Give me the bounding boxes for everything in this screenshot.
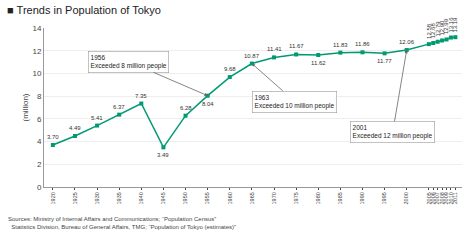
svg-text:1925: 1925: [72, 192, 78, 204]
svg-text:11.62: 11.62: [311, 60, 326, 66]
svg-text:(million): (million): [21, 93, 30, 121]
svg-text:12.90: 12.90: [439, 20, 445, 36]
svg-text:12: 12: [32, 47, 41, 56]
svg-text:7.35: 7.35: [135, 93, 147, 99]
svg-text:11.86: 11.86: [355, 41, 370, 47]
svg-text:6.28: 6.28: [180, 105, 192, 111]
svg-text:1963Exceeded 10 million people: 1963Exceeded 10 million people: [255, 94, 335, 110]
svg-text:4.49: 4.49: [69, 125, 81, 131]
svg-text:12.58: 12.58: [426, 23, 432, 39]
svg-text:1955: 1955: [204, 192, 210, 204]
svg-text:12.79: 12.79: [435, 21, 441, 37]
svg-text:4: 4: [37, 137, 42, 146]
svg-text:1975: 1975: [293, 192, 299, 204]
svg-text:1970: 1970: [271, 192, 277, 204]
svg-text:11.77: 11.77: [377, 58, 392, 64]
svg-text:2008: 2008: [439, 192, 445, 204]
svg-text:12.68: 12.68: [430, 23, 436, 39]
svg-text:2005: 2005: [426, 192, 432, 204]
svg-text:9.68: 9.68: [224, 66, 236, 72]
svg-text:2000: 2000: [403, 192, 409, 204]
svg-text:2010: 2010: [448, 192, 454, 204]
svg-text:11.67: 11.67: [289, 43, 304, 49]
svg-text:1920: 1920: [50, 192, 56, 204]
svg-text:■ Trends in Population of Toky: ■ Trends in Population of Tokyo: [7, 4, 161, 16]
svg-text:13.16: 13.16: [448, 17, 454, 33]
svg-text:1965: 1965: [249, 192, 255, 204]
svg-text:12.99: 12.99: [443, 18, 449, 34]
svg-text:1930: 1930: [94, 192, 100, 204]
svg-text:10: 10: [32, 69, 41, 78]
svg-text:1980: 1980: [315, 192, 321, 204]
svg-text:3.49: 3.49: [157, 152, 169, 158]
svg-text:6: 6: [37, 115, 42, 124]
svg-text:2001Exceeded 12 million people: 2001Exceeded 12 million people: [353, 124, 433, 140]
svg-text:1995: 1995: [381, 192, 387, 204]
svg-text:13.19: 13.19: [452, 17, 458, 33]
svg-text:5.41: 5.41: [91, 115, 103, 121]
svg-text:0: 0: [37, 183, 42, 192]
svg-text:2009: 2009: [443, 192, 449, 204]
svg-text:2011: 2011: [452, 192, 458, 204]
svg-text:1945: 1945: [160, 192, 166, 204]
svg-text:1985: 1985: [337, 192, 343, 204]
svg-text:1950: 1950: [182, 192, 188, 204]
svg-text:12.06: 12.06: [399, 39, 415, 45]
svg-text:14: 14: [32, 24, 41, 33]
svg-text:1960: 1960: [227, 192, 233, 204]
svg-text:8: 8: [37, 92, 42, 101]
svg-text:6.37: 6.37: [113, 104, 125, 110]
svg-text:11.83: 11.83: [333, 42, 348, 48]
svg-text:1940: 1940: [138, 192, 144, 204]
svg-text:10.87: 10.87: [244, 53, 260, 59]
svg-text:1956Exceeded 8 million people: 1956Exceeded 8 million people: [91, 54, 167, 70]
svg-text:11.41: 11.41: [267, 46, 282, 52]
svg-text:8.04: 8.04: [202, 101, 214, 107]
svg-text:1935: 1935: [116, 192, 122, 204]
svg-text:Sources: Ministry of Internal: Sources: Ministry of Internal Affairs an…: [8, 216, 236, 230]
svg-text:2007: 2007: [434, 192, 440, 204]
svg-text:1990: 1990: [359, 192, 365, 204]
svg-text:2: 2: [37, 160, 42, 169]
svg-text:3.70: 3.70: [47, 134, 59, 140]
svg-text:2006: 2006: [430, 192, 436, 204]
